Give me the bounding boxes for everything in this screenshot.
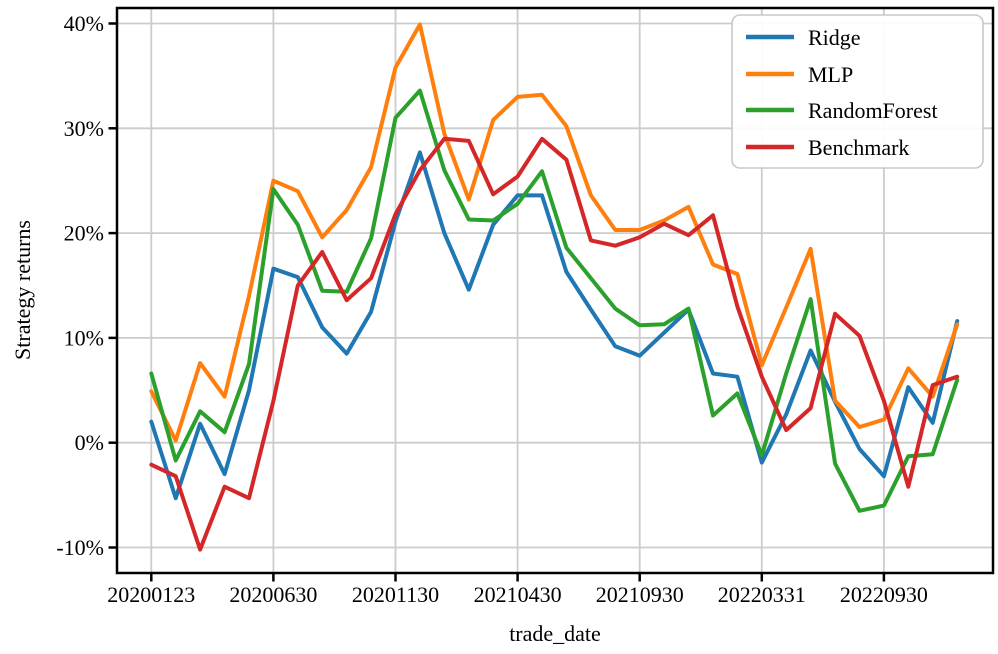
series-line-randomforest — [149, 88, 960, 513]
y-tick-label: 0% — [75, 430, 104, 455]
legend-label-randomforest: RandomForest — [808, 98, 938, 123]
series-line-benchmark — [149, 136, 960, 552]
legend-label-benchmark: Benchmark — [808, 135, 909, 160]
x-tick-label: 20210430 — [474, 582, 562, 607]
x-axis-title: trade_date — [509, 621, 601, 646]
series-lines — [149, 22, 960, 552]
x-tick-label: 20220331 — [718, 582, 806, 607]
x-tick-label: 20200630 — [229, 582, 317, 607]
y-axis-title: Strategy returns — [10, 220, 35, 360]
y-tick-label: 40% — [64, 11, 104, 36]
x-tick-label: 20210930 — [596, 582, 684, 607]
y-tick-label: 10% — [64, 325, 104, 350]
y-tick-label: 20% — [64, 221, 104, 246]
legend-box — [731, 14, 984, 169]
plot-frame — [115, 6, 995, 575]
x-tick-label: 20201130 — [352, 582, 439, 607]
y-tick-label: -10% — [56, 535, 104, 560]
legend-label-mlp: MLP — [808, 62, 853, 87]
axis-ticks: 20200123 20200630 20201130 20210430 20210930… — [56, 11, 928, 607]
legend-label-ridge: Ridge — [808, 25, 861, 50]
series-line-mlp — [149, 22, 960, 443]
x-tick-label: 20200123 — [107, 582, 195, 607]
y-tick-label: 30% — [64, 116, 104, 141]
legend: Ridge MLP RandomForest Benchmark — [731, 14, 984, 169]
x-tick-label: 20220930 — [840, 582, 928, 607]
